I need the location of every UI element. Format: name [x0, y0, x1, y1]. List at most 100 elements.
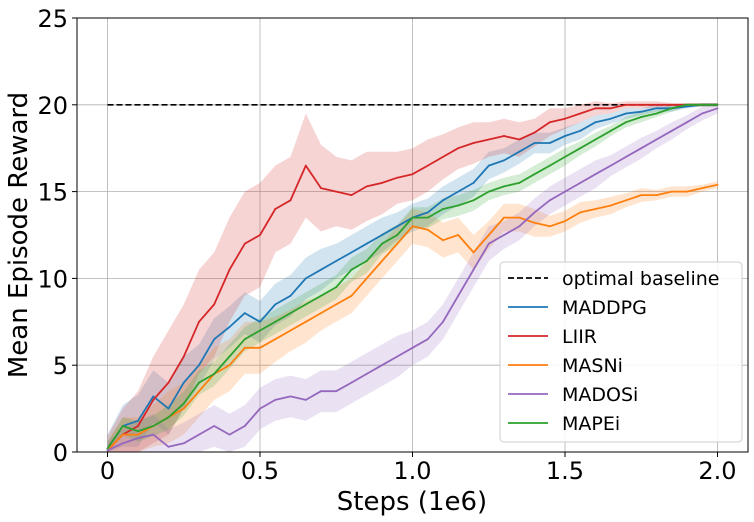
- point-mapei: [686, 103, 688, 106]
- point-liir: [320, 187, 322, 190]
- point-mapei: [320, 294, 322, 297]
- point-mapei: [426, 216, 429, 219]
- point-mapei: [716, 103, 719, 106]
- point-maddpg: [274, 303, 277, 306]
- point-madosi: [686, 121, 688, 124]
- x-tick-label: 0.5: [241, 457, 279, 485]
- point-masni: [335, 303, 338, 306]
- legend-label-maddpg: MADDPG: [562, 297, 647, 319]
- point-masni: [365, 277, 368, 280]
- point-masni: [350, 294, 353, 297]
- point-maddpg: [396, 225, 399, 228]
- point-maddpg: [259, 320, 261, 323]
- point-masni: [533, 221, 536, 224]
- point-masni: [182, 407, 185, 410]
- point-maddpg: [594, 121, 597, 124]
- point-liir: [670, 103, 673, 106]
- point-maddpg: [548, 142, 551, 144]
- legend-label-optimal-baseline: optimal baseline: [562, 268, 719, 290]
- point-madosi: [243, 425, 246, 427]
- point-madosi: [320, 390, 322, 393]
- point-maddpg: [579, 129, 582, 132]
- point-masni: [655, 194, 658, 197]
- point-maddpg: [518, 150, 521, 153]
- point-mapei: [640, 116, 643, 118]
- point-liir: [243, 242, 246, 245]
- point-liir: [457, 147, 460, 150]
- point-mapei: [304, 303, 307, 306]
- point-madosi: [167, 445, 170, 448]
- point-masni: [518, 216, 521, 219]
- point-mapei: [533, 173, 536, 176]
- y-tick-label: 20: [37, 92, 68, 120]
- legend-box: [499, 261, 743, 443]
- point-mapei: [213, 373, 216, 375]
- point-mapei: [289, 312, 292, 314]
- point-madosi: [457, 294, 460, 297]
- band-liir: [107, 101, 718, 453]
- point-masni: [579, 211, 582, 214]
- point-liir: [259, 234, 261, 236]
- point-mapei: [503, 185, 505, 188]
- point-mapei: [396, 234, 399, 236]
- point-maddpg: [152, 395, 155, 398]
- legend: optimal baseline MADDPG LIIR MASNi MADOSi MAP…: [499, 261, 743, 443]
- point-liir: [167, 381, 170, 384]
- point-maddpg: [182, 381, 185, 384]
- x-tick-label: 0: [100, 457, 115, 485]
- point-madosi: [335, 390, 338, 393]
- point-madosi: [564, 190, 566, 193]
- point-liir: [579, 112, 582, 115]
- point-madosi: [579, 182, 582, 184]
- point-madosi: [625, 156, 627, 158]
- point-madosi: [518, 225, 521, 228]
- point-liir: [137, 425, 139, 427]
- point-maddpg: [365, 242, 368, 245]
- point-masni: [457, 234, 460, 236]
- point-mapei: [579, 147, 582, 150]
- point-maddpg: [655, 107, 658, 110]
- point-madosi: [442, 320, 444, 323]
- point-mapei: [518, 182, 521, 184]
- point-maddpg: [472, 182, 475, 184]
- point-liir: [655, 103, 658, 106]
- point-madosi: [198, 433, 200, 436]
- point-maddpg: [426, 211, 429, 214]
- x-tick-label: 2.0: [698, 457, 736, 485]
- point-liir: [228, 268, 231, 271]
- y-axis-label: Mean Episode Reward: [4, 92, 34, 378]
- point-madosi: [228, 433, 231, 436]
- point-liir: [487, 138, 490, 141]
- point-madosi: [655, 138, 658, 141]
- point-masni: [198, 390, 200, 393]
- point-madosi: [548, 199, 551, 202]
- point-masni: [381, 260, 383, 262]
- legend-label-masni: MASNi: [562, 355, 623, 377]
- point-masni: [396, 242, 399, 245]
- point-mapei: [442, 208, 444, 210]
- point-maddpg: [213, 338, 216, 341]
- point-madosi: [365, 373, 368, 375]
- point-mapei: [365, 260, 368, 262]
- point-maddpg: [640, 110, 643, 113]
- point-liir: [518, 138, 521, 141]
- point-mapei: [243, 338, 246, 341]
- x-axis-ticks: 0 0.5 1.0 1.5 2.0: [100, 452, 737, 485]
- point-madosi: [381, 364, 383, 367]
- point-mapei: [137, 430, 139, 433]
- point-masni: [289, 329, 292, 332]
- point-maddpg: [289, 294, 292, 297]
- point-mapei: [350, 268, 353, 271]
- point-mapei: [487, 190, 490, 193]
- point-maddpg: [533, 142, 536, 144]
- point-madosi: [411, 346, 414, 349]
- point-liir: [289, 199, 292, 202]
- point-mapei: [670, 107, 673, 110]
- point-maddpg: [487, 164, 490, 167]
- point-mapei: [701, 103, 704, 106]
- point-liir: [350, 194, 353, 197]
- point-mapei: [274, 320, 277, 323]
- y-tick-label: 5: [53, 352, 68, 380]
- point-maddpg: [320, 268, 322, 271]
- series-lines: [106, 103, 719, 452]
